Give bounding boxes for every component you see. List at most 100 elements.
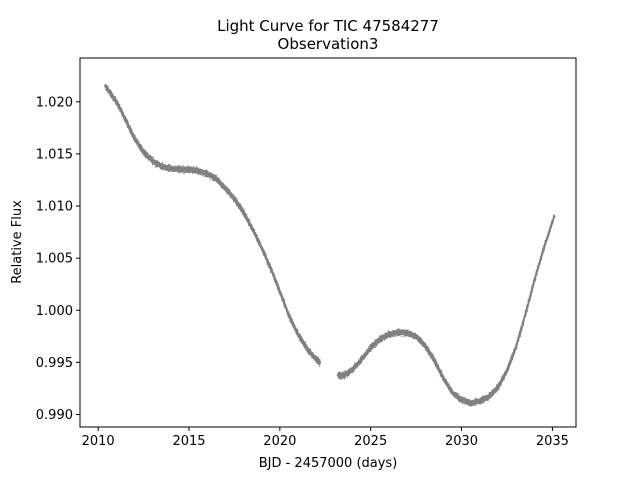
data-point [218,178,220,180]
data-point [236,200,239,202]
data-point [127,123,130,125]
data-point [269,265,271,267]
data-point [210,172,213,174]
data-point [148,155,150,157]
data-point [211,177,213,180]
data-point [120,107,123,110]
data-point [192,172,194,174]
data-point [243,208,245,210]
data-point [245,213,247,216]
data-point [107,87,110,89]
data-point [177,171,179,173]
data-point [207,171,210,173]
data-point [232,193,234,195]
data-point [129,126,131,128]
data-point [263,250,265,252]
data-point [255,234,258,236]
data-point [278,287,280,289]
data-point [223,184,225,186]
data-point [238,202,240,205]
data-point [235,196,237,199]
data-point [144,149,146,151]
data-point [199,173,201,175]
data-point [224,184,226,187]
data-point [204,175,206,177]
data-point [140,146,143,148]
data-point [168,165,171,167]
data-point [161,168,163,171]
data-point [162,161,164,164]
data-point [138,142,140,144]
data-point [182,164,184,166]
data-point [105,89,108,91]
data-point [117,102,119,104]
data-point [219,184,221,186]
data-point [150,157,153,160]
data-point [271,270,274,272]
data-point [170,166,172,168]
data-point [222,183,225,185]
data-point [197,173,200,175]
data-point [165,169,167,171]
data-point [236,205,239,207]
data-point [154,166,157,168]
data-point [194,171,196,173]
data-point [206,175,208,178]
data-point [255,238,258,240]
data-point [161,164,163,166]
data-point [152,163,154,165]
data-point [178,165,181,168]
data-point [216,177,218,179]
data-point [212,179,214,181]
data-point [141,147,143,149]
data-point [137,140,139,142]
data-point [239,203,241,205]
data-point [122,113,125,115]
data-point [133,134,135,137]
data-point [151,156,153,158]
data-point [253,229,256,231]
data-point [241,206,243,208]
chart-subtitle: Observation3 [278,35,379,53]
data-point [197,172,200,174]
data-point [139,143,142,146]
data-point [127,122,129,124]
data-point [140,150,142,152]
data-point [226,187,228,189]
data-point [146,153,148,155]
data-point [265,254,267,256]
data-point [254,232,256,234]
data-point [191,167,193,169]
data-point [118,103,120,105]
data-point [118,105,121,107]
data-point [171,165,173,167]
data-point [155,165,157,167]
data-point [163,164,165,166]
data-point [169,165,171,167]
data-point [110,91,112,94]
data-point [259,242,261,245]
data-point [262,247,264,249]
data-point [192,171,194,174]
data-point [161,163,163,165]
data-point [121,110,123,112]
data-point [167,169,169,172]
data-point [148,154,150,156]
data-point [182,172,184,174]
data-point [275,279,277,281]
data-point [125,117,127,119]
data-point [215,176,217,178]
data-point [219,180,221,182]
data-point [127,124,130,126]
data-point [260,245,263,247]
data-point [129,126,132,129]
data-point [269,263,271,265]
data-point [230,197,232,199]
data-point [152,156,154,158]
data-point [249,219,251,221]
data-point [256,236,258,238]
data-point [267,261,270,263]
data-point [121,109,123,111]
data-point [155,160,157,162]
data-point [255,232,257,234]
